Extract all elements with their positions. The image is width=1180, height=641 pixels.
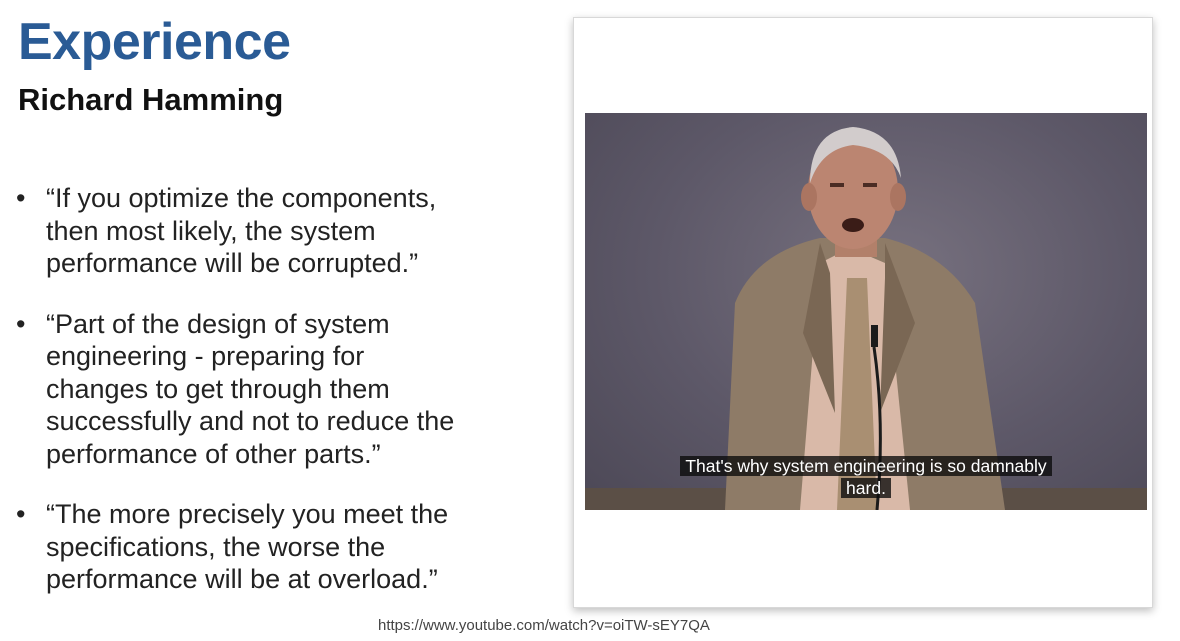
- bullet-marker: •: [16, 308, 26, 339]
- bullet-marker: •: [16, 499, 26, 529]
- video-still[interactable]: That's why system engineering is so damn…: [585, 113, 1147, 510]
- quote-line: specifications, the worse the: [46, 531, 386, 562]
- quote-line: then most likely, the system: [46, 215, 376, 246]
- bullet-marker: •: [16, 183, 26, 213]
- quote-item: • “The more precisely you meet the speci…: [16, 498, 551, 596]
- quote-line: performance of other parts.”: [46, 438, 381, 469]
- caption-line: hard.: [841, 478, 891, 498]
- speaker-image: [585, 127, 1147, 510]
- quote-line: “Part of the design of system: [46, 308, 390, 339]
- quote-line: “If you optimize the components,: [46, 183, 437, 213]
- quote-list: • “If you optimize the components, then …: [16, 182, 551, 624]
- quote-line: “The more precisely you meet the: [46, 499, 449, 529]
- quote-line: performance will be at overload.”: [46, 564, 438, 594]
- slide-subtitle: Richard Hamming: [18, 82, 284, 117]
- quote-line: successfully and not to reduce the: [46, 406, 455, 436]
- slide-title: Experience: [18, 13, 291, 71]
- quote-item: • “Part of the design of system engineer…: [16, 308, 551, 471]
- quote-line: changes to get through them: [46, 373, 390, 404]
- quote-item: • “If you optimize the components, then …: [16, 182, 551, 280]
- quote-line: engineering - preparing for: [46, 341, 365, 371]
- video-frame: That's why system engineering is so damn…: [573, 17, 1153, 608]
- source-link[interactable]: https://www.youtube.com/watch?v=oiTW-sEY…: [378, 617, 710, 634]
- caption-line: That's why system engineering is so damn…: [680, 456, 1052, 476]
- quote-line: performance will be corrupted.”: [46, 248, 419, 278]
- video-caption: That's why system engineering is so damn…: [585, 455, 1147, 499]
